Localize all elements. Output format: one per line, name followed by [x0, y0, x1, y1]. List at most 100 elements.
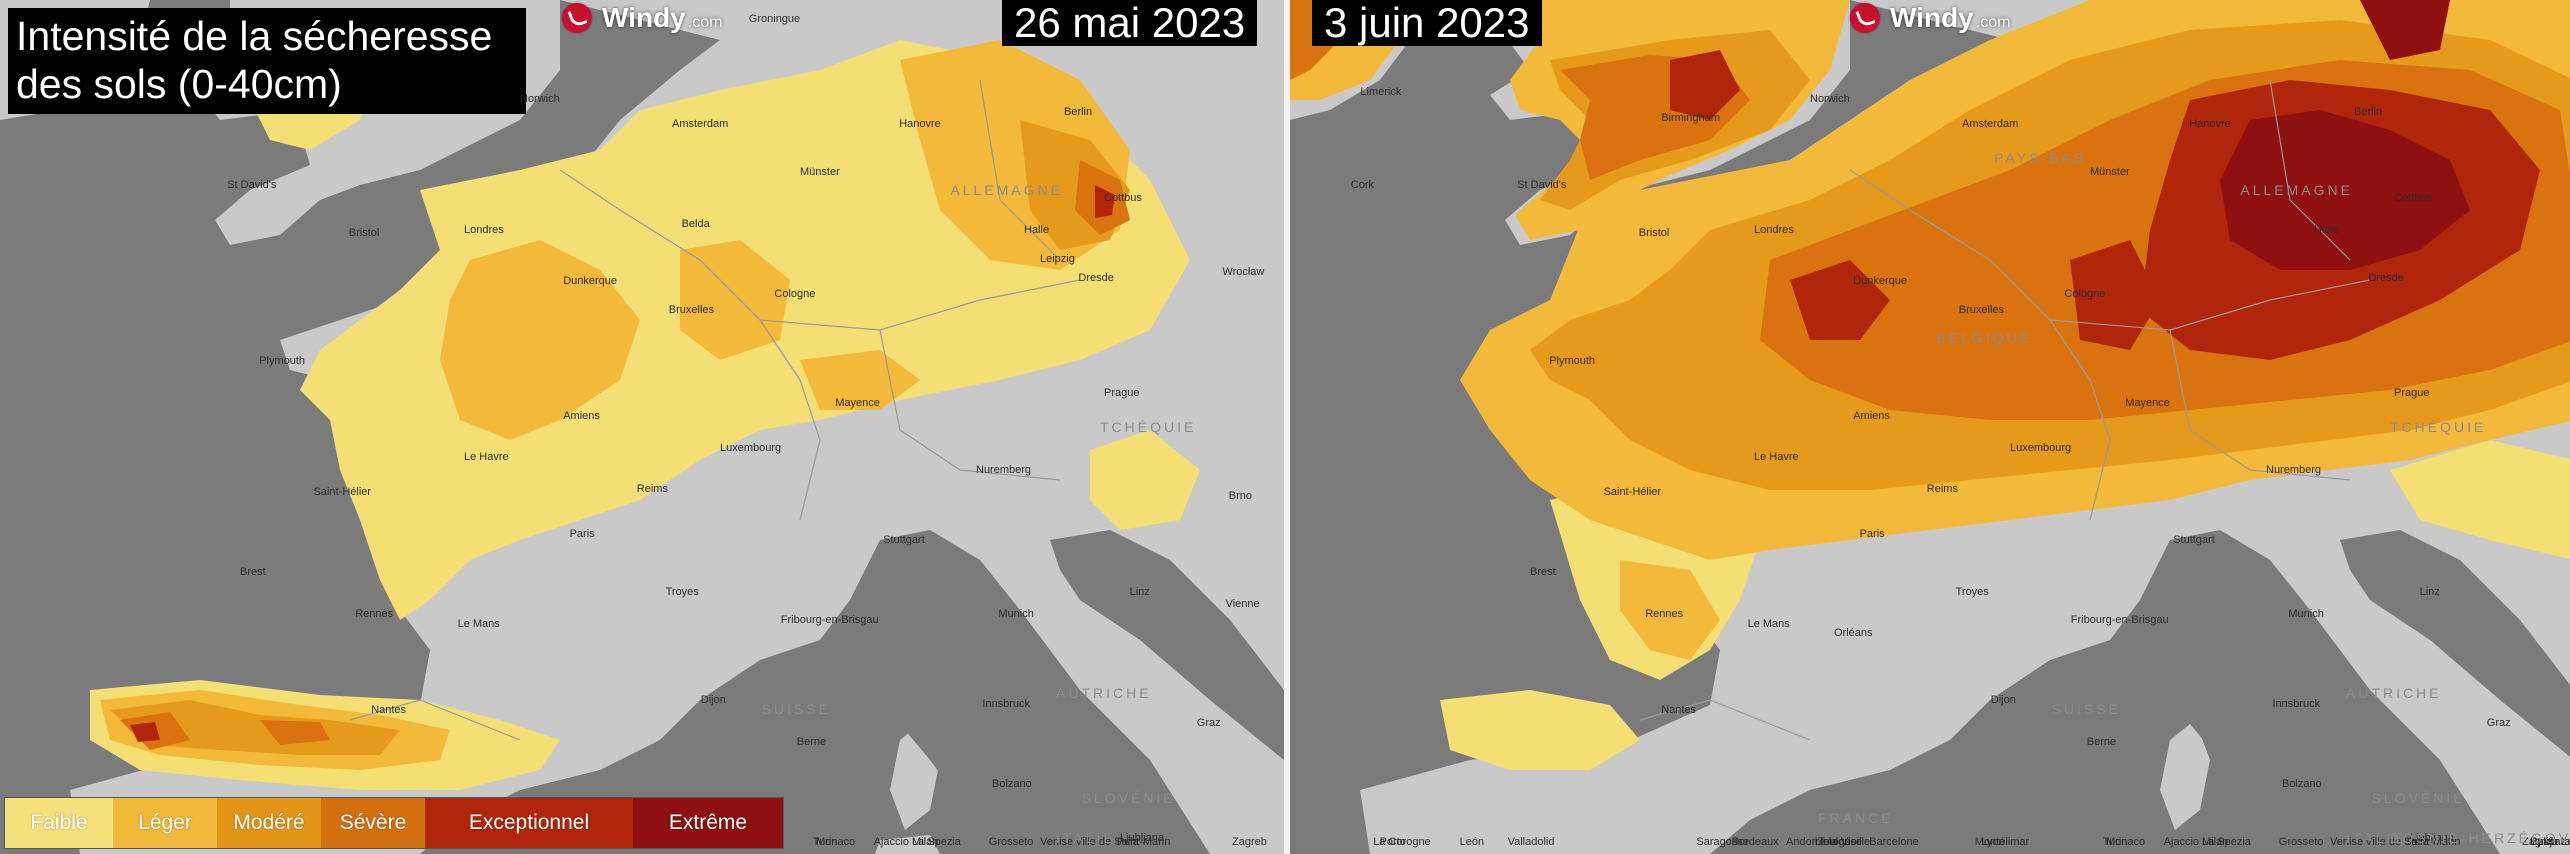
windy-logo-suffix: .com: [1975, 14, 2011, 31]
legend-item: Extrême: [633, 798, 783, 848]
place-label: Nantes: [1661, 704, 1697, 716]
place-label: Leipzig: [1040, 252, 1075, 265]
place-label: Dunkerque: [1853, 275, 1908, 288]
windy-logo-name: Windy: [602, 2, 686, 33]
place-label: Saragosse: [1696, 836, 1749, 848]
place-label: Paris: [569, 528, 595, 540]
place-label: Bruxelles: [1958, 304, 2005, 316]
place-label: Berne: [2086, 736, 2117, 748]
country-label: ITALIE: [1056, 830, 1116, 846]
place-label: Ljubljana: [1120, 832, 1165, 844]
place-label: Split: [2530, 836, 2552, 848]
place-label: Nantes: [371, 704, 407, 716]
country-label: SUISSE: [761, 700, 831, 717]
place-label: Porto: [1379, 836, 1406, 848]
place-label: Cologne: [2064, 288, 2106, 300]
place-label: Birmingham: [1661, 112, 1720, 124]
place-label: Toulouse: [1818, 836, 1863, 848]
place-label: Münster: [2090, 166, 2130, 179]
place-label: Venise: [2330, 836, 2364, 848]
place-label: Nuremberg: [976, 464, 1032, 476]
place-label: Zagreb: [1232, 836, 1267, 848]
country-label: ALLEMAGNE: [950, 182, 1063, 199]
place-label: La Spezia: [2202, 836, 2251, 848]
place-label: Mayence: [835, 396, 880, 409]
place-label: Saint-Hélier: [1603, 486, 1662, 499]
place-label: Ljubljana: [2410, 832, 2455, 844]
place-label: Luxembourg: [720, 441, 782, 454]
legend-item: Modéré: [217, 798, 321, 848]
place-label: Norwich: [520, 92, 560, 105]
place-label: Grosseto: [2278, 836, 2324, 848]
place-label: Dijon: [700, 694, 726, 707]
place-label: Linz: [1129, 585, 1150, 598]
place-label: Dresde: [1078, 272, 1114, 284]
legend-item: Exceptionnel: [425, 798, 633, 848]
country-label: ALLEMAGNE: [2240, 182, 2353, 199]
drought-map-may: [0, 0, 1284, 854]
place-label: Innsbruck: [2272, 697, 2321, 710]
map-panel-left: Intensité de la sécheresse des sols (0-4…: [0, 0, 1284, 854]
place-label: Bolzano: [992, 777, 1032, 790]
place-label: Berlin: [1064, 105, 1093, 118]
place-label: Norwich: [1810, 92, 1850, 105]
country-label: AUTRICHE: [1056, 684, 1152, 701]
place-label: Berlin: [2354, 105, 2383, 118]
place-label: St David's: [1517, 179, 1567, 192]
drought-map-june: [1290, 0, 2570, 854]
map-title-line2: des sols (0-40cm): [16, 61, 342, 107]
place-label: Montélimar: [1974, 836, 2030, 848]
place-label: Cologne: [774, 288, 816, 300]
place-label: Dresde: [2368, 272, 2404, 284]
place-label: Innsbruck: [982, 697, 1031, 710]
windy-logo-icon: [1850, 3, 1880, 33]
place-label: Rennes: [355, 608, 394, 620]
place-label: Le Mans: [1747, 617, 1790, 630]
place-label: Ville de Saint-Marin: [2365, 836, 2461, 848]
place-label: Ville de Saint-Marin: [1075, 836, 1171, 848]
place-label: Belda: [681, 217, 710, 230]
place-label: Barcelone: [1869, 836, 1919, 848]
country-label: ITALIE: [2346, 830, 2406, 846]
place-label: Andorre-la-Vieille: [1786, 836, 1871, 848]
place-label: Wrocław: [1222, 265, 1265, 278]
country-label: AUTRICHE: [2346, 684, 2442, 701]
date-label: 3 juin 2023: [1312, 0, 1542, 46]
place-label: Bristol: [1638, 227, 1670, 240]
place-label: Monaco: [2106, 836, 2146, 848]
place-label: Amiens: [1853, 409, 1890, 422]
place-label: Pula: [1116, 836, 1139, 848]
country-label: SLOVÉNIE: [1081, 790, 1176, 807]
place-label: Rennes: [1645, 608, 1684, 620]
place-label: Fribourg-en-Brisgau: [2070, 614, 2169, 627]
windy-logo: Windy .com: [562, 0, 722, 36]
place-label: Plymouth: [259, 355, 306, 368]
country-label: PAYS-BAS: [1994, 150, 2086, 167]
place-label: Limoges: [1814, 836, 1857, 848]
place-label: Bolzano: [2282, 777, 2322, 790]
place-label: Amsterdam: [1962, 118, 2019, 131]
date-label: 26 mai 2023: [1002, 0, 1258, 46]
place-label: Cottbus: [1104, 192, 1142, 204]
country-label: FRANCE: [1818, 809, 1894, 826]
place-label: Venise: [1040, 836, 1074, 848]
drought-legend: Faible Léger Modéré Sévère Exceptionnel Extrê…: [4, 797, 784, 849]
place-label: Le Havre: [464, 451, 509, 464]
place-label: Bristol: [348, 227, 380, 240]
place-label: Plymouth: [1549, 355, 1596, 368]
place-label: Pescara: [2530, 836, 2570, 848]
place-label: Amsterdam: [672, 118, 729, 131]
country-label: BELGIQUE: [1936, 329, 2032, 346]
place-label: Vienne: [1225, 598, 1260, 611]
windy-logo-icon: [562, 3, 592, 33]
place-label: Turin: [2102, 836, 2128, 848]
country-label: BOSNIE-HERZÉGOVINE: [2390, 830, 2570, 846]
windy-logo: Windy .com: [1850, 0, 2010, 36]
legend-item: Léger: [113, 798, 217, 848]
place-label: Linz: [2419, 585, 2440, 598]
place-label: La Corogne: [1373, 836, 1431, 848]
place-label: Banja Luka: [2530, 836, 2570, 848]
country-label: SLOVÉNIE: [2371, 790, 2466, 807]
place-label: Stuttgart: [2173, 534, 2215, 547]
panel-divider: [1284, 0, 1290, 854]
